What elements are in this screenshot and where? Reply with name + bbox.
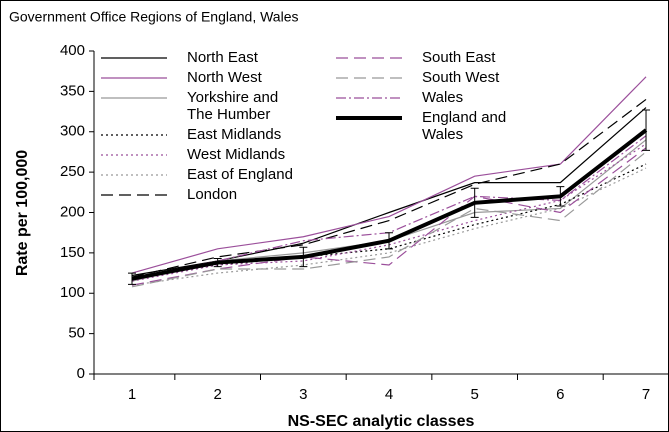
error-bar [299, 246, 308, 268]
x-tick-label: 7 [642, 386, 650, 403]
legend-label: North East [187, 49, 258, 66]
error-bar [128, 272, 136, 285]
legend: South East South West Wales England and Wal… [336, 49, 532, 146]
series-line [131, 76, 647, 274]
series-line [131, 167, 647, 286]
legend-entry: South East [336, 49, 532, 66]
error-bar [213, 258, 222, 268]
legend-swatch [101, 97, 167, 99]
legend-entry: North West [101, 69, 297, 86]
legend-label: England and Wales [422, 109, 507, 143]
series-line [131, 151, 647, 288]
legend-entry: London [101, 186, 297, 203]
y-axis-label: Rate per 100,000 [14, 150, 31, 276]
legend-label: West Midlands [187, 146, 286, 163]
chart-title: Government Office Regions of England, Wa… [9, 9, 298, 25]
x-tick-label: 3 [299, 386, 307, 403]
y-tick-label: 350 [60, 82, 85, 99]
x-tick-label: 1 [128, 386, 136, 403]
legend-entry: North East [101, 49, 297, 66]
legend-swatch [101, 57, 167, 59]
error-bar [470, 187, 479, 218]
y-tick-label: 50 [68, 325, 85, 342]
legend-entry: South West [336, 69, 532, 86]
legend-entry: Wales [336, 89, 532, 106]
legend-label: London [187, 186, 238, 203]
legend-swatch [101, 134, 167, 136]
legend-label: South West [422, 69, 500, 86]
legend-swatch [336, 116, 402, 120]
legend-label: Wales [422, 89, 464, 106]
legend-entry: Yorkshire and The Humber [101, 89, 297, 123]
legend-label: East of England [187, 166, 293, 183]
legend-swatch [336, 77, 402, 79]
legend-swatch [101, 174, 167, 176]
legend-label: South East [422, 49, 496, 66]
error-bar [642, 109, 651, 151]
x-tick-label: 2 [213, 386, 221, 403]
legend-label: East Midlands [187, 126, 282, 143]
series-line [131, 98, 647, 278]
error-bar [556, 186, 565, 207]
legend-label: Yorkshire and The Humber [187, 89, 279, 123]
legend-swatch [101, 194, 167, 196]
y-tick-label: 200 [60, 203, 85, 220]
y-tick-label: 400 [60, 42, 85, 59]
legend-entry: East Midlands [101, 126, 297, 143]
legend-swatch [336, 57, 402, 59]
legend-entry: East of England [101, 166, 297, 183]
y-tick-label: 300 [60, 123, 85, 140]
legend-swatch [101, 154, 167, 156]
y-tick-label: 0 [77, 365, 85, 382]
legend-swatch [336, 97, 402, 99]
legend-entry: West Midlands [101, 146, 297, 163]
y-tick-label: 150 [60, 244, 85, 261]
y-tick-label: 100 [60, 284, 85, 301]
legend: North East North West Yorkshire and The Hu… [101, 49, 297, 206]
error-bar [385, 232, 394, 250]
legend-swatch [101, 77, 167, 79]
x-axis-label: NS-SEC analytic classes [288, 413, 475, 430]
series-line [131, 147, 647, 286]
x-tick-label: 6 [556, 386, 564, 403]
legend-entry: England and Wales [336, 109, 532, 143]
x-tick-label: 4 [385, 386, 393, 403]
x-tick-label: 5 [471, 386, 479, 403]
y-tick-label: 250 [60, 163, 85, 180]
legend-label: North West [187, 69, 262, 86]
